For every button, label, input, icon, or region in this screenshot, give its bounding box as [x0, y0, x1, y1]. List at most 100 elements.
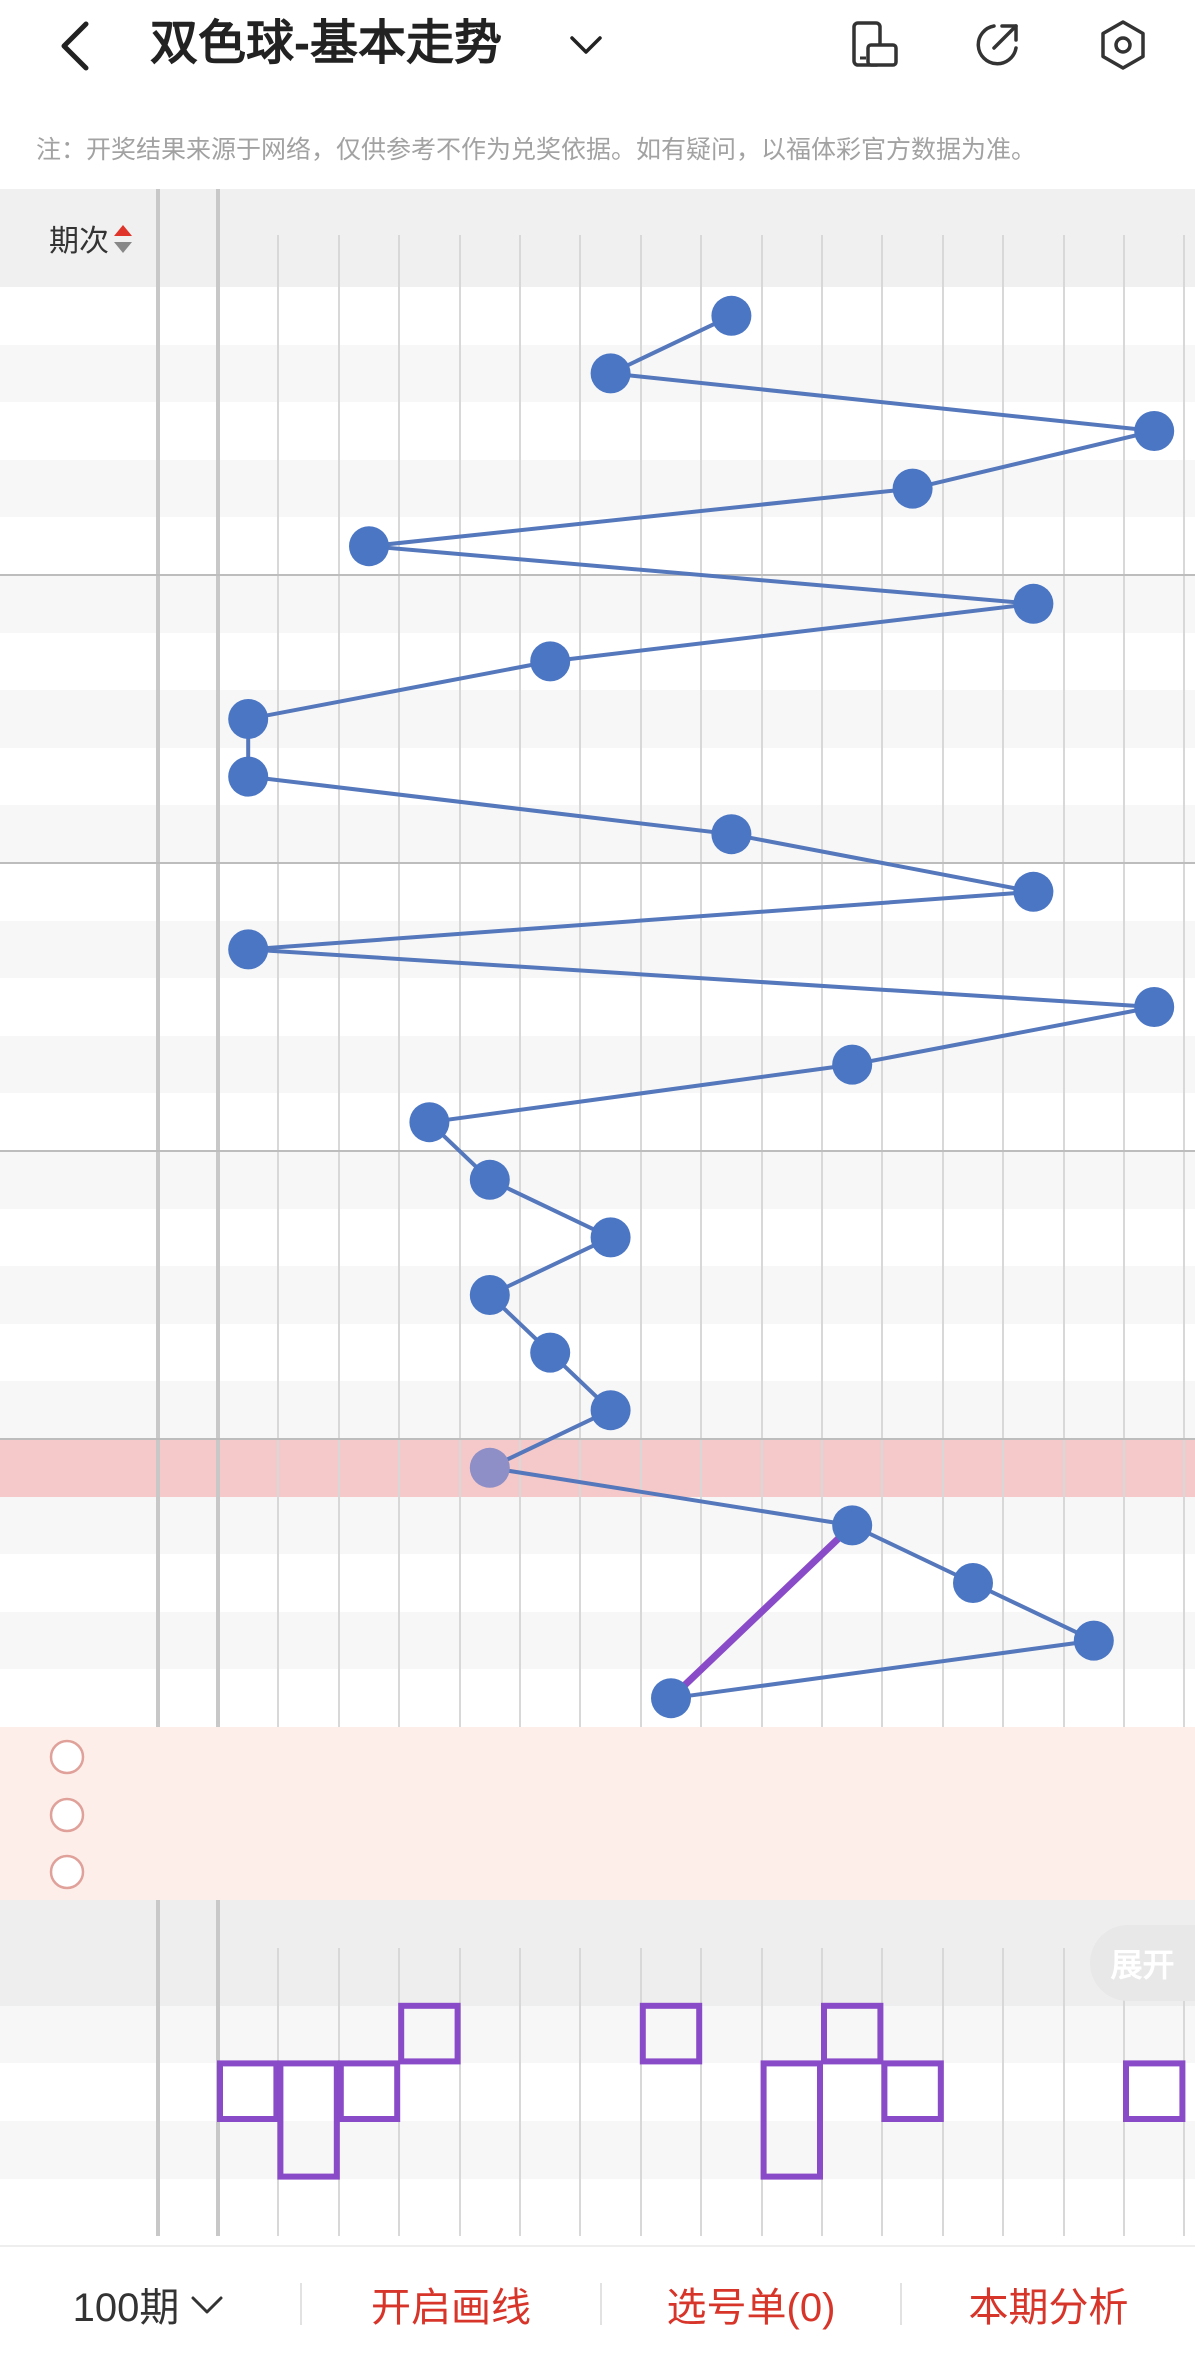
table-row[interactable] — [0, 287, 1195, 345]
number-cell — [762, 1554, 822, 1612]
select-number[interactable] — [641, 1842, 701, 1900]
number-cell — [278, 1266, 338, 1324]
select-number[interactable] — [1124, 1842, 1184, 1900]
select-number[interactable] — [943, 1727, 1003, 1785]
select-number[interactable] — [882, 1785, 942, 1843]
select-number[interactable] — [278, 1727, 338, 1785]
number-cell — [218, 1036, 278, 1094]
number-cell — [339, 690, 399, 748]
select-number[interactable] — [278, 1785, 338, 1843]
radio-circle-icon[interactable] — [48, 1738, 86, 1776]
chevron-down-icon[interactable] — [566, 26, 606, 66]
number-cell — [460, 287, 520, 345]
select-number[interactable] — [399, 1727, 459, 1785]
rotate-screen-icon[interactable] — [848, 18, 902, 72]
select-number[interactable] — [520, 1727, 580, 1785]
select-number[interactable] — [278, 1842, 338, 1900]
select-number[interactable] — [822, 1785, 882, 1843]
number-cell — [218, 345, 278, 403]
expand-button[interactable]: 展开 — [1090, 1925, 1195, 2001]
select-number[interactable] — [460, 1842, 520, 1900]
select-number[interactable] — [520, 1842, 580, 1900]
select-number[interactable] — [218, 1785, 278, 1843]
table-row[interactable] — [0, 690, 1195, 748]
select-number[interactable] — [641, 1785, 701, 1843]
select-number[interactable] — [822, 1842, 882, 1900]
number-cell — [701, 402, 761, 460]
select-number[interactable] — [1124, 1727, 1184, 1785]
number-header — [218, 235, 278, 287]
number-cell — [822, 1554, 882, 1612]
select-number[interactable] — [399, 1842, 459, 1900]
blue-ball-number — [1130, 983, 1178, 1031]
select-number[interactable] — [1064, 1842, 1124, 1900]
week-cell — [158, 287, 218, 345]
select-number[interactable] — [339, 1842, 399, 1900]
stats-value — [882, 2063, 942, 2121]
selection-list-button[interactable]: 选号单(0) — [666, 2285, 836, 2330]
period-cell — [0, 517, 158, 575]
number-cell — [399, 633, 459, 691]
select-number[interactable] — [580, 1727, 640, 1785]
draw-line-button[interactable]: 开启画线 — [371, 2285, 531, 2330]
period-header[interactable]: 期次 — [49, 225, 109, 258]
stats-value — [882, 2179, 942, 2237]
select-number[interactable] — [339, 1727, 399, 1785]
share-icon[interactable] — [970, 18, 1024, 72]
radio-circle-icon[interactable] — [48, 1853, 86, 1891]
select-number[interactable] — [822, 1727, 882, 1785]
select-number[interactable] — [1124, 1785, 1184, 1843]
select-number[interactable] — [882, 1727, 942, 1785]
select-number[interactable] — [943, 1842, 1003, 1900]
grid-line — [821, 1947, 823, 2237]
select-number[interactable] — [339, 1785, 399, 1843]
number-cell — [762, 748, 822, 806]
select-number[interactable] — [218, 1842, 278, 1900]
number-cell — [1064, 1151, 1124, 1209]
select-number[interactable] — [641, 1727, 701, 1785]
number-cell — [218, 1439, 278, 1497]
select-number[interactable] — [701, 1727, 761, 1785]
number-cell — [822, 1093, 882, 1151]
stats-value — [339, 2063, 399, 2121]
number-cell — [822, 1324, 882, 1382]
stats-value — [1003, 2063, 1063, 2121]
select-number[interactable] — [882, 1842, 942, 1900]
number-cell — [882, 1497, 942, 1555]
select-number[interactable] — [762, 1727, 822, 1785]
select-number[interactable] — [701, 1785, 761, 1843]
page-title[interactable]: 双色球-基本走势 — [150, 17, 502, 70]
select-number[interactable] — [943, 1785, 1003, 1843]
select-number[interactable] — [1064, 1785, 1124, 1843]
select-number[interactable] — [218, 1727, 278, 1785]
number-cell — [1064, 863, 1124, 921]
number-cell — [1003, 748, 1063, 806]
radio-circle-icon[interactable] — [48, 1796, 86, 1834]
select-number[interactable] — [399, 1785, 459, 1843]
stats-value — [580, 2179, 640, 2237]
select-number[interactable] — [701, 1842, 761, 1900]
settings-icon[interactable] — [1096, 18, 1150, 72]
number-cell — [762, 460, 822, 518]
period-analysis-button[interactable]: 本期分析 — [968, 2285, 1129, 2330]
select-number[interactable] — [762, 1785, 822, 1843]
select-number[interactable] — [520, 1785, 580, 1843]
number-cell — [822, 1209, 882, 1267]
select-number[interactable] — [1003, 1842, 1063, 1900]
select-number[interactable] — [460, 1785, 520, 1843]
select-number[interactable] — [580, 1842, 640, 1900]
select-number[interactable] — [1064, 1727, 1124, 1785]
period-cell — [0, 1669, 158, 1727]
sort-icon[interactable] — [112, 223, 134, 255]
back-arrow-icon[interactable] — [50, 18, 100, 74]
select-number[interactable] — [762, 1842, 822, 1900]
select-number[interactable] — [460, 1727, 520, 1785]
number-cell — [943, 1036, 1003, 1094]
blue-ball-number — [466, 1444, 514, 1492]
stats-dash — [158, 2179, 218, 2237]
select-number[interactable] — [1003, 1727, 1063, 1785]
select-number[interactable] — [580, 1785, 640, 1843]
number-cell — [1064, 287, 1124, 345]
period-select[interactable]: 100期 — [0, 2247, 300, 2360]
select-number[interactable] — [1003, 1785, 1063, 1843]
